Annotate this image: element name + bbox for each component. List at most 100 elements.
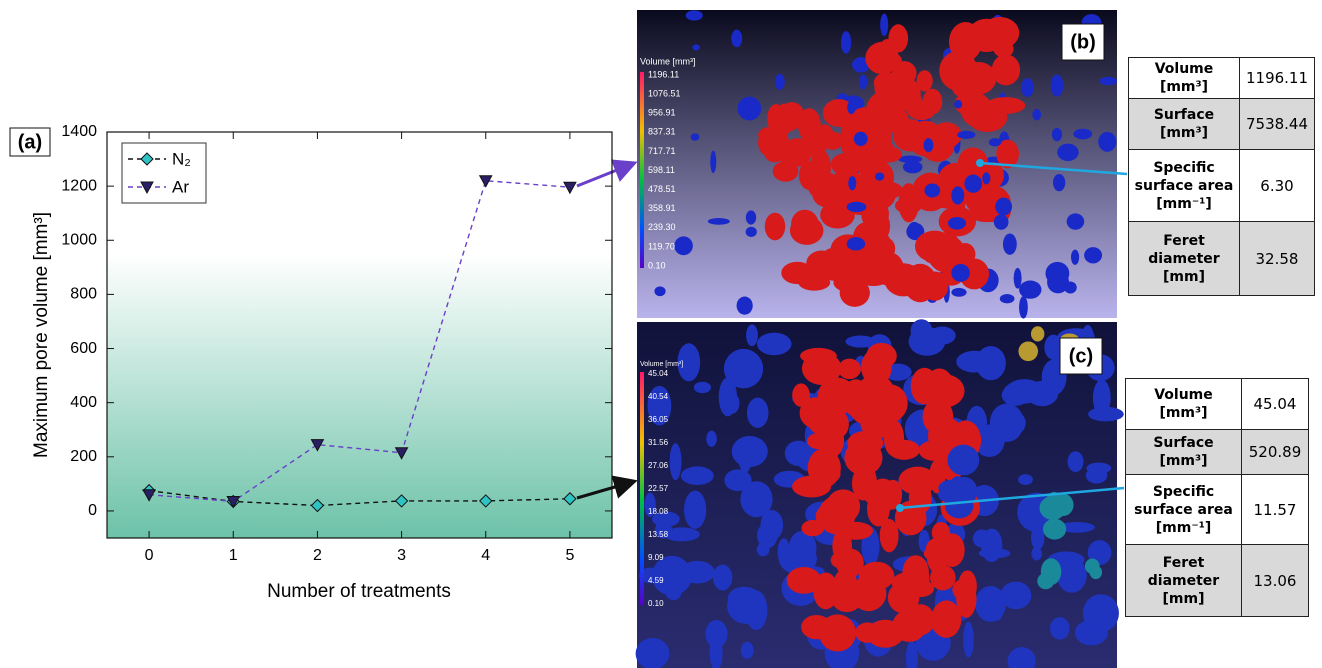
- table-row: Volume[mm³]1196.11: [1129, 58, 1314, 98]
- blob: [801, 615, 832, 639]
- blob: [1032, 109, 1041, 120]
- blob: [979, 548, 1011, 558]
- table-row: Surface[mm³]520.89: [1126, 429, 1308, 474]
- x-axis-title: Number of treatments: [267, 581, 451, 602]
- legend-label: N₂: [172, 149, 191, 168]
- blob: [908, 222, 920, 236]
- blob: [684, 491, 706, 529]
- colorbar-label: 13.58: [648, 530, 669, 539]
- blob: [951, 288, 966, 297]
- colorbar-label: 22.57: [648, 484, 669, 493]
- blob: [992, 54, 1020, 85]
- blob: [686, 10, 703, 20]
- blob: [654, 286, 665, 296]
- blob: [994, 214, 1009, 229]
- row-label: Surface[mm³]: [1126, 430, 1242, 474]
- row-value: 7538.44: [1240, 99, 1314, 149]
- colorbar-label: 358.91: [648, 203, 676, 213]
- blob: [1001, 582, 1032, 610]
- blob: [800, 348, 837, 364]
- colorbar-label: 717.71: [648, 146, 676, 156]
- blob: [866, 186, 892, 205]
- blob: [1000, 294, 1015, 303]
- table-row: Specificsurface area[mm⁻¹]6.30: [1129, 149, 1314, 221]
- blob: [731, 30, 742, 48]
- blob: [1100, 77, 1117, 86]
- blob: [924, 183, 940, 197]
- panel-label: (b): [1070, 31, 1096, 53]
- label-line: Feret: [1163, 554, 1205, 572]
- blob: [710, 151, 716, 173]
- blob: [1068, 451, 1084, 472]
- blob: [982, 172, 990, 184]
- blob: [848, 176, 856, 190]
- property-table: Volume[mm³]45.04Surface[mm³]520.89Specif…: [1125, 378, 1309, 617]
- colorbar-label: 18.08: [648, 507, 669, 516]
- blob: [980, 17, 1019, 49]
- row-label: Specificsurface area[mm⁻¹]: [1129, 150, 1240, 221]
- y-tick-label: 400: [70, 394, 97, 411]
- blob: [929, 327, 956, 345]
- blob: [691, 133, 700, 140]
- blob: [956, 351, 993, 373]
- label-line: diameter: [1148, 250, 1219, 268]
- y-tick-label: 200: [70, 448, 97, 465]
- blob: [841, 31, 851, 54]
- x-tick-label: 3: [397, 547, 406, 564]
- blob: [773, 161, 799, 182]
- colorbar-title: Volume [mm³]: [640, 56, 696, 66]
- blob: [807, 433, 830, 449]
- x-tick-label: 4: [481, 547, 490, 564]
- blob: [1037, 573, 1054, 589]
- blob: [1039, 496, 1065, 520]
- colorbar-label: 1196.11: [648, 69, 679, 79]
- blob: [1067, 213, 1085, 229]
- blob: [680, 561, 715, 584]
- y-tick-label: 1200: [61, 177, 97, 194]
- colorbar-label: 119.70: [648, 241, 675, 251]
- blob: [1083, 594, 1119, 632]
- blob: [746, 210, 756, 224]
- colorbar-label: 27.06: [648, 461, 669, 470]
- label-line: [mm³]: [1159, 404, 1207, 422]
- blob: [917, 70, 933, 91]
- panel-label: (a): [18, 131, 42, 153]
- blob: [746, 227, 757, 237]
- figure: (a) Number of treatments Maximum pore vo…: [0, 0, 1322, 668]
- blob: [746, 324, 758, 346]
- colorbar-label: 598.11: [648, 165, 675, 175]
- blob: [847, 202, 867, 212]
- blob: [785, 441, 812, 466]
- label-line: [mm]: [1163, 590, 1205, 608]
- blob: [681, 466, 714, 485]
- blob: [1019, 281, 1041, 299]
- blob: [989, 138, 1001, 146]
- colorbar-label: 956.91: [648, 108, 676, 118]
- label-line: [mm³]: [1160, 124, 1208, 142]
- y-tick-label: 1400: [61, 123, 97, 140]
- blob: [1045, 262, 1069, 285]
- blob: [866, 343, 897, 369]
- blob: [1050, 617, 1070, 639]
- blob: [670, 443, 682, 480]
- label-line: diameter: [1148, 572, 1219, 590]
- label-line: [mm⁻¹]: [1156, 519, 1212, 537]
- blob: [951, 186, 964, 204]
- figure-canvas: (a) Number of treatments Maximum pore vo…: [0, 0, 1322, 668]
- blob: [732, 436, 768, 467]
- blob: [1031, 547, 1042, 561]
- blob: [880, 14, 888, 37]
- blob: [1093, 380, 1111, 416]
- blob: [834, 569, 857, 593]
- label-line: Surface: [1153, 434, 1213, 452]
- property-table: Volume[mm³]1196.11Surface[mm³]7538.44Spe…: [1128, 57, 1315, 296]
- table-row: Feretdiameter[mm]32.58: [1129, 221, 1314, 295]
- blob: [899, 183, 919, 222]
- connector-dot: [896, 504, 904, 512]
- blob: [847, 237, 865, 250]
- blob: [892, 610, 926, 642]
- blob: [823, 132, 843, 150]
- blob: [840, 279, 870, 307]
